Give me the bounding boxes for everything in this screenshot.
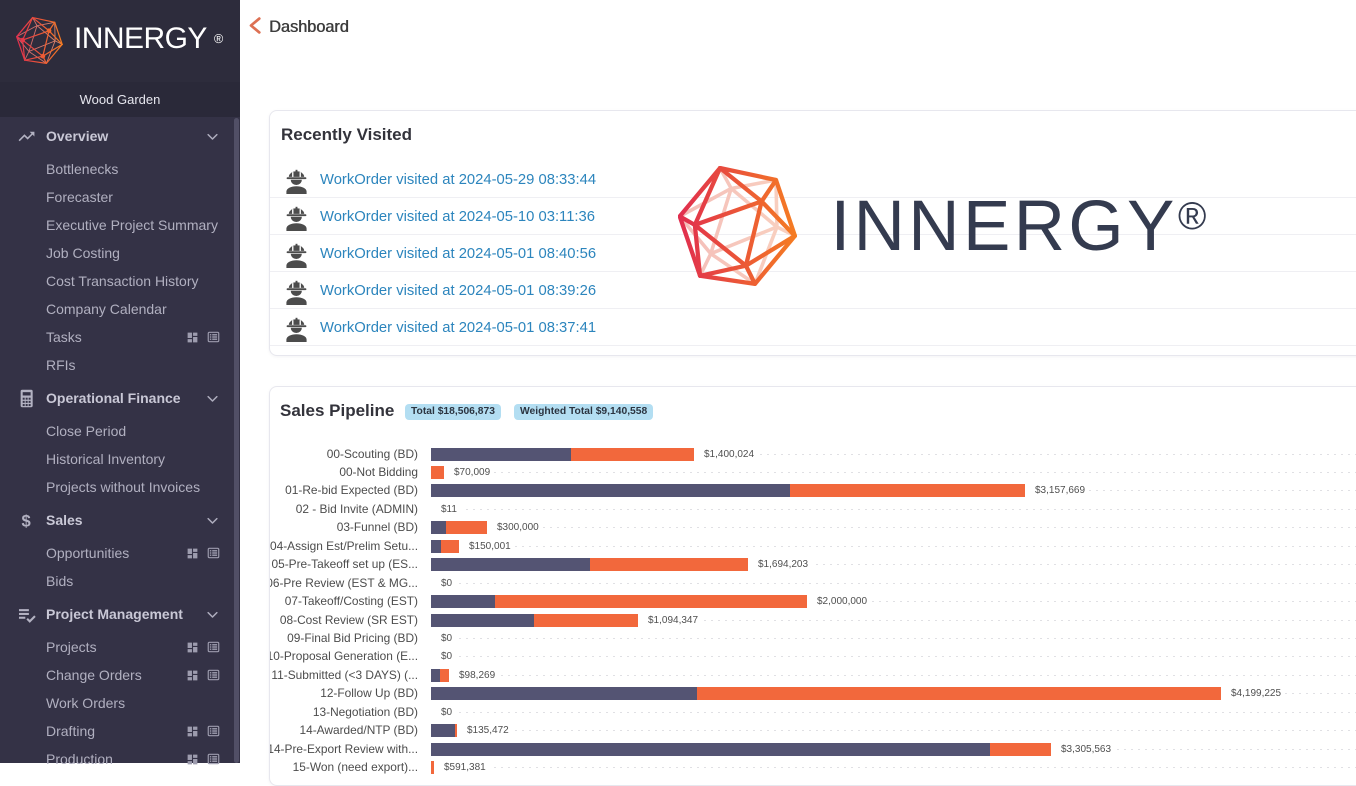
svg-text:$: $ xyxy=(21,511,30,530)
